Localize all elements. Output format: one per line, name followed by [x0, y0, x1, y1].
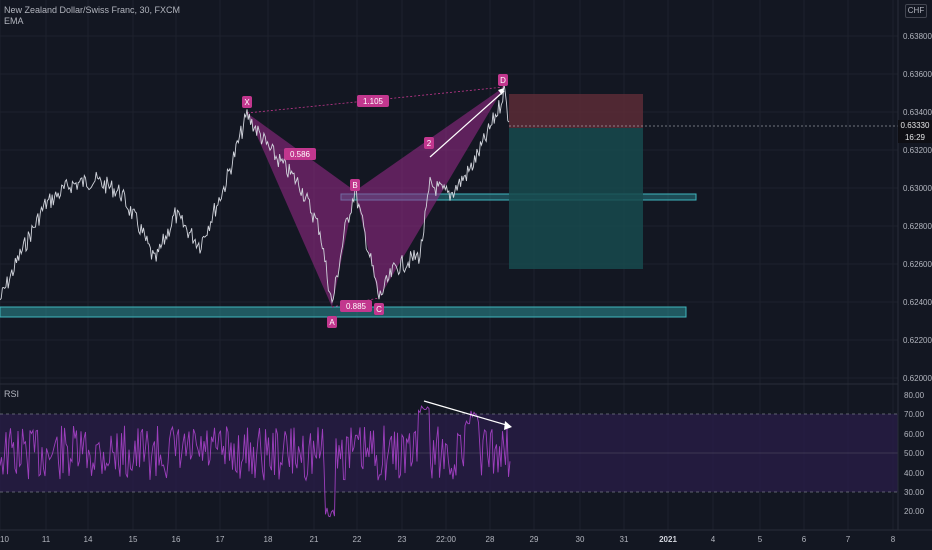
svg-text:2: 2 [427, 139, 432, 148]
price-tick-label: 0.63600 [903, 70, 932, 79]
ratio-xd-label[interactable]: 1.105 [357, 95, 389, 107]
price-tick-label: 0.62400 [903, 298, 932, 307]
time-tick-label: 8 [891, 535, 896, 544]
rsi-series [0, 405, 511, 518]
time-tick-label: 28 [486, 535, 495, 544]
time-tick-label: 10 [0, 535, 9, 544]
svg-text:1.105: 1.105 [363, 97, 384, 106]
rsi-tick-label: 50.00 [904, 449, 925, 458]
stop-loss-zone[interactable] [509, 94, 643, 128]
bar-countdown: 16:29 [898, 132, 932, 143]
svg-text:C: C [376, 305, 382, 314]
price-series [0, 83, 510, 304]
svg-text:A: A [329, 318, 335, 327]
rsi-tick-label: 40.00 [904, 469, 925, 478]
pattern-xab-triangle[interactable] [247, 113, 355, 307]
pattern-point-x[interactable]: X [242, 96, 252, 108]
time-tick-label: 18 [264, 535, 273, 544]
svg-text:X: X [244, 98, 250, 107]
time-tick-label: 2021 [659, 535, 677, 544]
time-tick-label: 15 [129, 535, 138, 544]
indicator-label[interactable]: EMA [4, 16, 24, 26]
price-tick-label: 0.62000 [903, 374, 932, 383]
time-tick-label: 4 [711, 535, 716, 544]
time-tick-label: 30 [576, 535, 585, 544]
price-tick-label: 0.62600 [903, 260, 932, 269]
pattern-point-c[interactable]: C [374, 303, 384, 315]
time-tick-label: 22 [353, 535, 362, 544]
rsi-tick-label: 30.00 [904, 488, 925, 497]
time-tick-label: 6 [802, 535, 807, 544]
leg-2-label[interactable]: 2 [424, 137, 434, 149]
rsi-tick-label: 70.00 [904, 410, 925, 419]
price-tick-label: 0.63800 [903, 32, 932, 41]
svg-text:B: B [352, 181, 357, 190]
rsi-tick-label: 60.00 [904, 430, 925, 439]
pattern-point-b[interactable]: B [350, 179, 360, 191]
time-tick-label: 22:00 [436, 535, 457, 544]
pattern-point-d[interactable]: D [498, 74, 508, 86]
price-trendline[interactable] [429, 90, 505, 158]
time-tick-label: 14 [84, 535, 93, 544]
rsi-tick-label: 20.00 [904, 507, 925, 516]
rsi-divergence-line[interactable] [423, 400, 511, 427]
time-tick-label: 7 [846, 535, 851, 544]
time-tick-label: 5 [758, 535, 763, 544]
price-tick-label: 0.62800 [903, 222, 932, 231]
current-price-tag: 0.63330 [898, 120, 932, 132]
symbol-title[interactable]: New Zealand Dollar/Swiss Franc, 30, FXCM [4, 5, 181, 15]
currency-button[interactable]: CHF [905, 4, 927, 18]
time-tick-label: 21 [310, 535, 319, 544]
rsi-tick-label: 80.00 [904, 391, 925, 400]
time-tick-label: 17 [216, 535, 225, 544]
svg-text:D: D [500, 76, 506, 85]
divergence-arrow-icon [504, 421, 512, 430]
time-tick-label: 11 [42, 535, 51, 544]
price-tick-label: 0.63000 [903, 184, 932, 193]
price-tick-label: 0.63400 [903, 108, 932, 117]
time-tick-label: 31 [620, 535, 629, 544]
svg-text:0.586: 0.586 [290, 150, 311, 159]
rsi-label[interactable]: RSI [4, 389, 20, 399]
price-tick-label: 0.63200 [903, 146, 932, 155]
pattern-bcd-triangle[interactable] [355, 87, 504, 298]
svg-text:0.885: 0.885 [346, 302, 367, 311]
time-tick-label: 23 [398, 535, 407, 544]
take-profit-zone[interactable] [509, 128, 643, 269]
pattern-point-a[interactable]: A [327, 316, 337, 328]
ratio-xb-label[interactable]: 0.586 [284, 148, 316, 160]
time-tick-label: 16 [172, 535, 181, 544]
time-tick-label: 29 [530, 535, 539, 544]
ratio-ac-label[interactable]: 0.885 [340, 300, 372, 312]
price-tick-label: 0.62200 [903, 336, 932, 345]
arrow-head-icon [498, 88, 504, 95]
